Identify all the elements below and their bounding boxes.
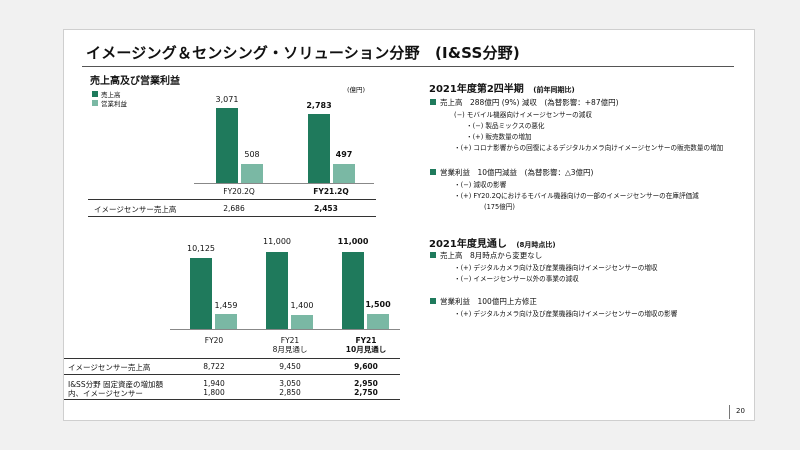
category-fy21-aug-line2: 8月見通し xyxy=(260,345,320,354)
slide-title: イメージング＆センシング・ソリューション分野 (I&SS分野) xyxy=(86,42,520,63)
square-bullet-icon xyxy=(430,99,436,105)
square-bullet-icon xyxy=(430,252,436,258)
forecast-sales-line-1: ・(+) デジタルカメラ向け及び産業機器向けイメージセンサーの増収 xyxy=(454,262,658,272)
legend-swatch-op xyxy=(92,100,98,106)
category-fy21-2q: FY21.2Q xyxy=(301,187,361,196)
forecast-heading: 2021年度見通し (8月時点比) xyxy=(429,235,556,250)
bar-op-fy20-2q xyxy=(241,164,263,183)
category-fy21-oct-line2: 10月見通し xyxy=(336,345,396,354)
row3-value-fy20: 1,800 xyxy=(199,388,229,397)
row2-value-fy20: 1,940 xyxy=(199,379,229,388)
table-rule-bottom xyxy=(64,399,400,400)
bar-op-fy21-oct xyxy=(367,314,389,329)
quarter-heading-text: 2021年度第2四半期 xyxy=(429,84,524,95)
category-fy21-aug-line1: FY21 xyxy=(260,336,320,345)
bar-sales-fy21-aug xyxy=(266,252,288,329)
title-rule xyxy=(82,66,734,67)
value-op-fy20-2q: 508 xyxy=(227,150,277,159)
forecast-sales-bullet: 売上高 8月時点から変更なし xyxy=(430,250,542,261)
square-bullet-icon xyxy=(430,169,436,175)
row3-value-fy21-aug: 2,850 xyxy=(275,388,305,397)
quarter-sales-line-3: ・(+) 販売数量の増加 xyxy=(466,131,532,141)
quarter-sales-bullet: 売上高 288億円 (9%) 減収 (為替影響：+87億円) xyxy=(430,97,619,108)
legend-item-op: 営業利益 xyxy=(92,98,127,107)
forecast-sales-text: 売上高 8月時点から変更なし xyxy=(440,251,542,260)
baseline xyxy=(194,183,374,184)
row1-value-fy21-oct: 9,600 xyxy=(351,362,381,371)
value-sales-fy20: 10,125 xyxy=(176,244,226,253)
row1-value-fy20: 8,722 xyxy=(199,362,229,371)
quarter-op-line-3: (175億円) xyxy=(484,201,515,211)
quarter-sales-line-4: ・(+) コロナ影響からの回復によるデジタルカメラ向けイメージセンサーの販売数量… xyxy=(454,142,723,152)
baseline xyxy=(170,329,400,330)
value-sales-fy21-2q: 2,783 xyxy=(294,101,344,110)
forecast-heading-text: 2021年度見通し xyxy=(429,239,507,250)
bar-op-fy21-aug xyxy=(291,315,313,329)
forecast-sales-line-2: ・(−) イメージセンサー以外の事業の減収 xyxy=(454,273,579,283)
row3-value-fy21-oct: 2,750 xyxy=(351,388,381,397)
row1-value-fy21-aug: 9,450 xyxy=(275,362,305,371)
category-fy21-oct-line1: FY21 xyxy=(336,336,396,345)
quarter-heading-sub: (前年同期比) xyxy=(533,86,574,94)
bar-op-fy21-2q xyxy=(333,164,355,183)
value-op-fy20: 1,459 xyxy=(201,301,251,310)
page-number: 20 xyxy=(736,407,745,415)
table-rule-bottom xyxy=(88,216,376,217)
quarter-op-bullet: 営業利益 10億円減益 (為替影響：△3億円) xyxy=(430,167,593,178)
row2-value-fy21-aug: 3,050 xyxy=(275,379,305,388)
forecast-op-text: 営業利益 100億円上方修正 xyxy=(440,297,537,306)
value-sales-fy21-aug: 11,000 xyxy=(252,237,302,246)
bar-op-fy20 xyxy=(215,314,237,329)
bar-sales-fy20 xyxy=(190,258,212,329)
row2-value-fy21-oct: 2,950 xyxy=(351,379,381,388)
legend-swatch-sales xyxy=(92,91,98,97)
page-number-divider xyxy=(729,405,730,419)
bar-sales-fy21-2q xyxy=(308,114,330,183)
quarter-op-line-2: ・(+) FY20.2Qにおけるモバイル機器向けの一部のイメージセンサーの在庫評… xyxy=(454,190,699,200)
quarter-op-line-1: ・(−) 減収の影響 xyxy=(454,179,506,189)
value-op-fy21-oct: 1,500 xyxy=(353,300,403,309)
legend-label-op: 営業利益 xyxy=(101,98,127,108)
row-label-image-sensor-y: イメージセンサー売上高 xyxy=(68,362,150,373)
forecast-heading-sub: (8月時点比) xyxy=(516,241,555,249)
quarter-sales-line-1: (−) モバイル機器向けイメージセンサーの減収 xyxy=(454,109,592,119)
category-fy21-oct: FY21 10月見通し xyxy=(336,336,396,354)
unit-label: (億円) xyxy=(347,84,365,94)
chart-section-title: 売上高及び営業利益 xyxy=(90,72,180,87)
quarter-sales-text: 売上高 288億円 (9%) 減収 (為替影響：+87億円) xyxy=(440,98,619,107)
quarter-heading: 2021年度第2四半期 (前年同期比) xyxy=(429,80,575,95)
table-rule-top xyxy=(64,358,400,359)
value-sales-fy20-2q: 3,071 xyxy=(202,95,252,104)
table-rule-top xyxy=(88,199,376,200)
table-rule-mid xyxy=(64,374,400,375)
value-sales-fy21-oct: 11,000 xyxy=(328,237,378,246)
bar-sales-fy20-2q xyxy=(216,108,238,183)
forecast-op-line-1: ・(+) デジタルカメラ向け及び産業機器向けイメージセンサーの増収の影響 xyxy=(454,308,677,318)
value-op-fy21-2q: 497 xyxy=(319,150,369,159)
slide: イメージング＆センシング・ソリューション分野 (I&SS分野) 売上高及び営業利… xyxy=(63,29,755,421)
legend: 売上高 営業利益 xyxy=(92,89,127,107)
bar-sales-fy21-oct xyxy=(342,252,364,329)
square-bullet-icon xyxy=(430,298,436,304)
category-fy20-2q: FY20.2Q xyxy=(209,187,269,196)
category-fy21-aug: FY21 8月見通し xyxy=(260,336,320,354)
forecast-op-bullet: 営業利益 100億円上方修正 xyxy=(430,296,537,307)
quarter-op-text: 営業利益 10億円減益 (為替影響：△3億円) xyxy=(440,168,593,177)
row-label-image-sensor-q: イメージセンサー売上高 xyxy=(94,204,176,215)
row-value-fy21-2q: 2,453 xyxy=(311,204,341,213)
category-fy20: FY20 xyxy=(184,336,244,345)
quarter-sales-line-2: ・(−) 製品ミックスの悪化 xyxy=(466,120,545,130)
row-value-fy20-2q: 2,686 xyxy=(219,204,249,213)
value-op-fy21-aug: 1,400 xyxy=(277,301,327,310)
row-label-capex-sensor: 内、イメージセンサー xyxy=(68,388,143,399)
